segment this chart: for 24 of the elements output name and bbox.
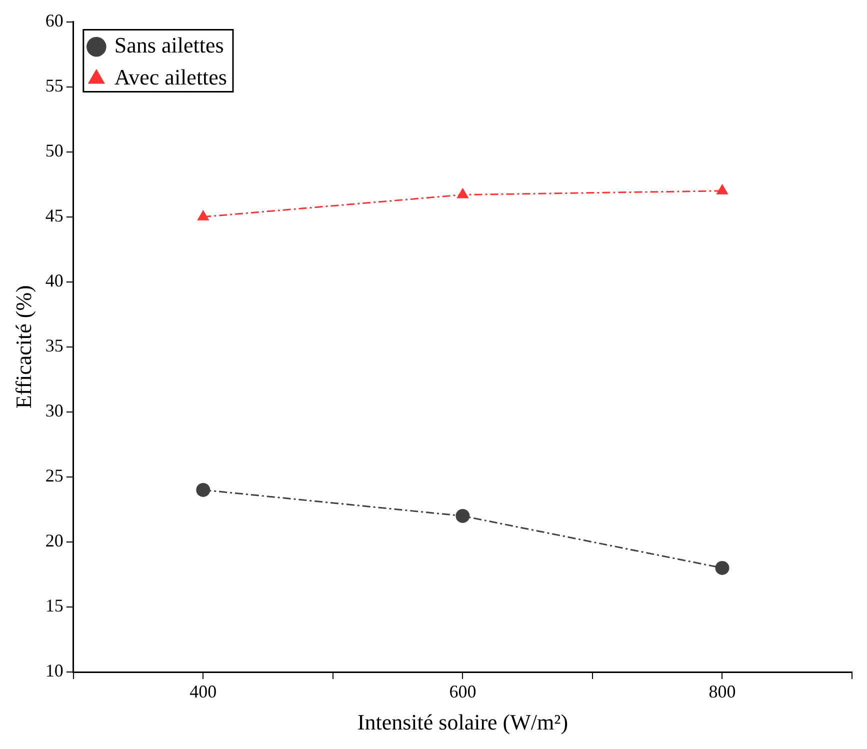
x-axis-title: Intensité solaire (W/m²) [357,710,568,735]
y-tick-label: 55 [45,76,64,96]
y-tick-label: 50 [45,140,64,161]
x-tick-label: 600 [449,682,476,702]
y-tick-label: 35 [45,336,64,356]
legend-label: Avec ailettes [114,64,227,90]
y-tick-label: 20 [45,530,64,551]
point [716,184,728,194]
y-tick-label: 30 [45,400,64,421]
point [456,508,470,523]
point [196,482,210,497]
y-tick-label: 25 [45,466,64,486]
y-tick-label: 10 [45,660,64,681]
y-axis-title: Efficacité (%) [10,285,36,409]
y-tick-label: 60 [45,10,64,31]
y-tick-label: 40 [45,270,64,291]
x-tick-label: 800 [708,682,736,702]
y-tick-label: 15 [45,596,64,616]
point [715,560,730,575]
point [197,210,210,220]
point [456,188,469,198]
x-tick-label: 400 [190,682,217,702]
y-tick-label: 45 [45,206,64,226]
legend-label: Sans ailettes [114,32,224,58]
